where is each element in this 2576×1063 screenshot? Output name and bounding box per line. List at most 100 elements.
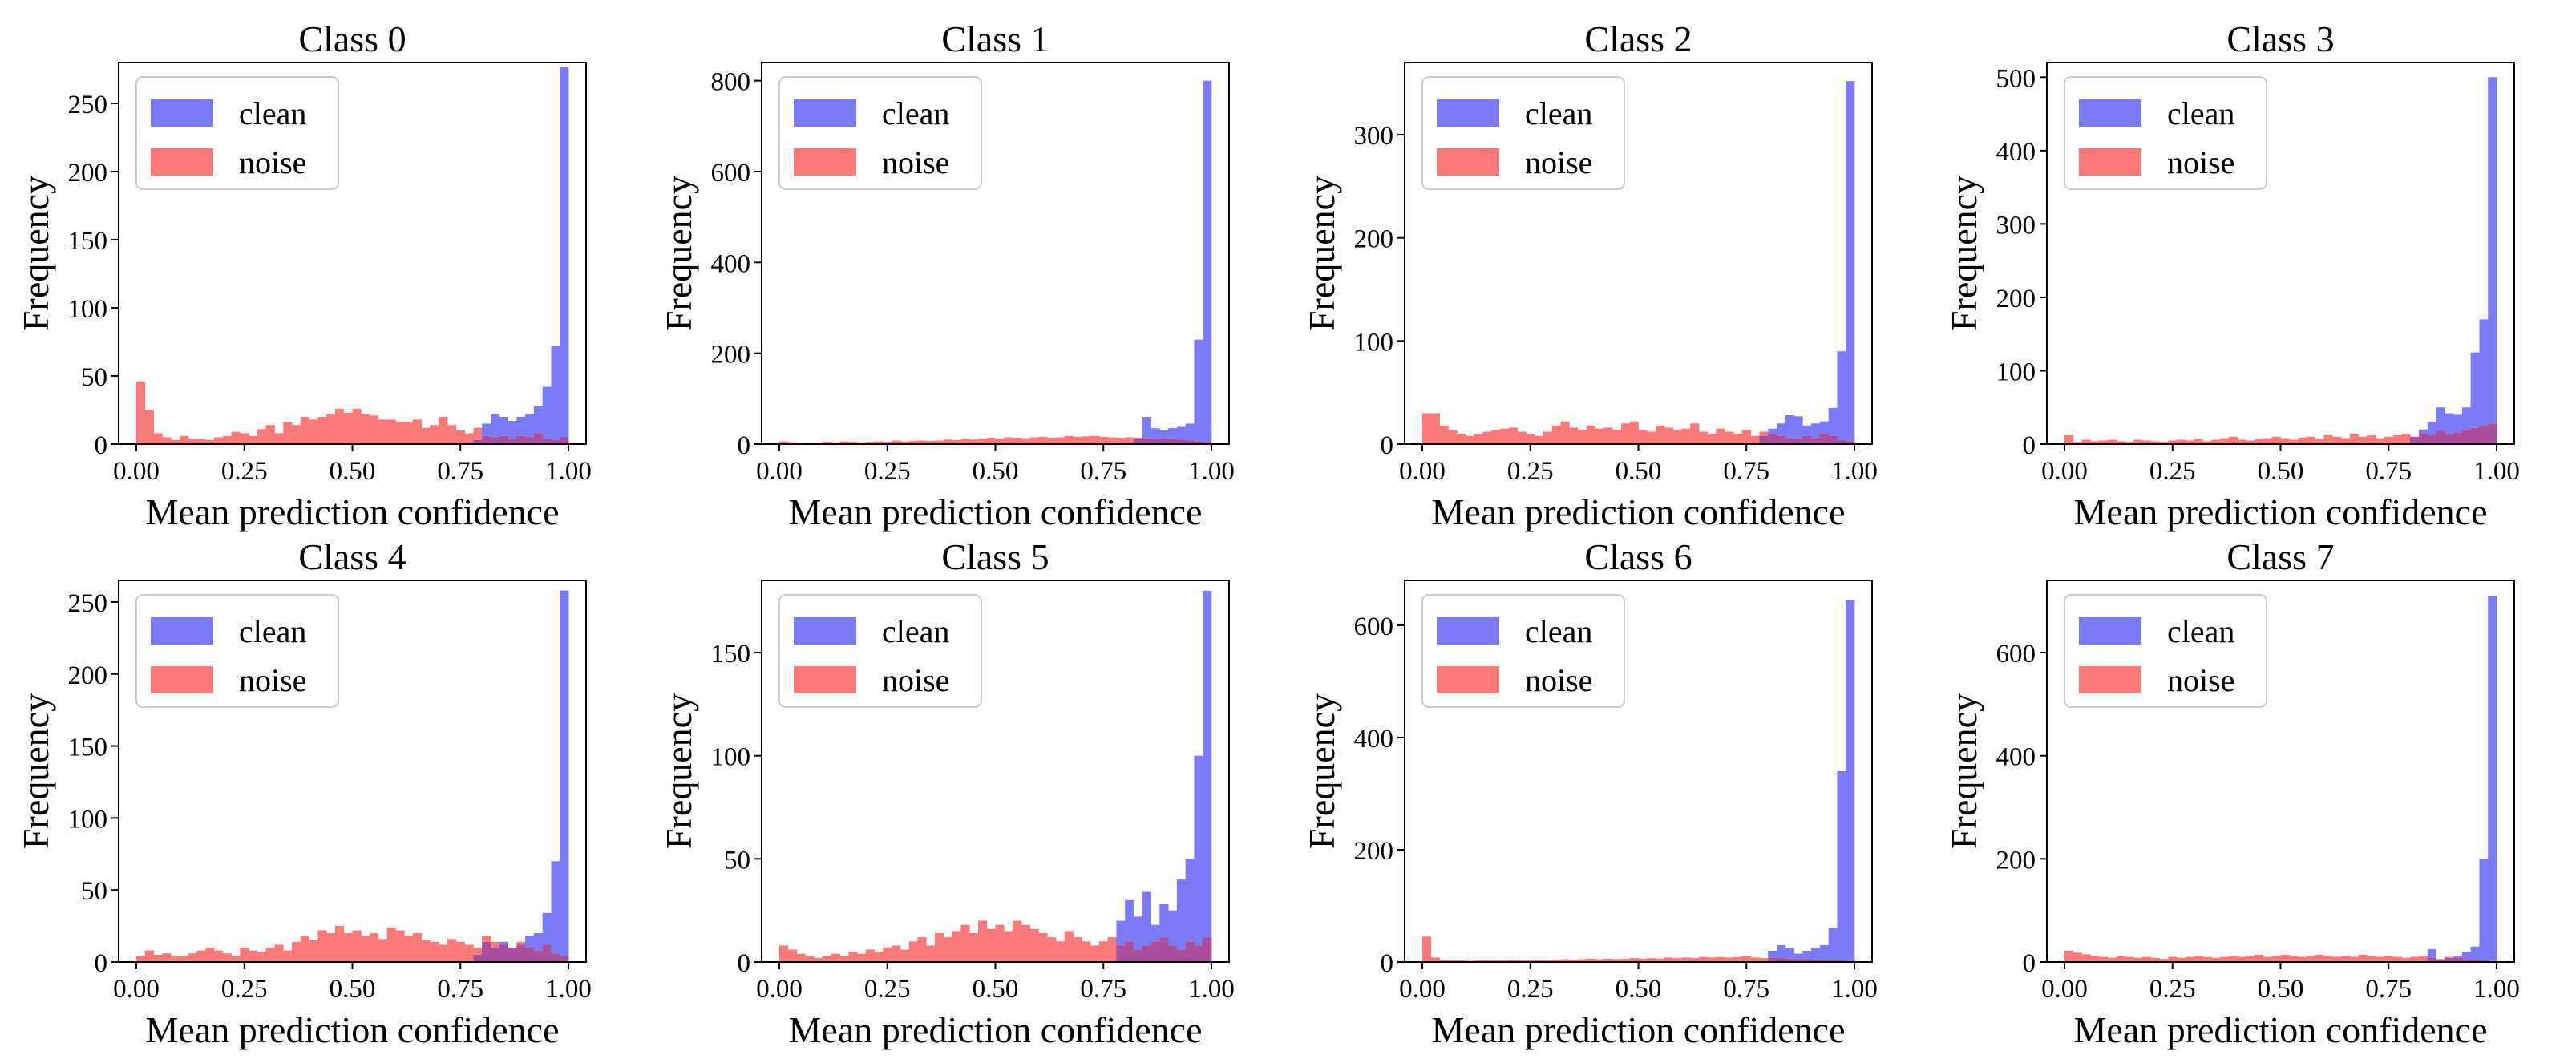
x-tick-label: 0.00 — [113, 975, 160, 1004]
x-tick-label: 0.50 — [973, 457, 1019, 486]
noise-bar — [2194, 439, 2203, 444]
x-tick-label: 0.00 — [756, 975, 803, 1004]
noise-bar — [2436, 959, 2445, 960]
overlap-bar — [2410, 436, 2420, 444]
y-tick-label: 800 — [711, 68, 751, 97]
overlap-bar — [1819, 960, 1830, 962]
legend: clean noise — [778, 594, 982, 708]
noise-bar — [2185, 956, 2195, 962]
chart-panel-class-3: 0.00 0.25 0.50 0.75 1.00 0 100 200 300 400 500 Clas… — [1943, 18, 2520, 532]
legend-noise-swatch — [151, 666, 213, 693]
overlap-bar — [1785, 438, 1794, 444]
chart-title: Class 3 — [2226, 18, 2334, 59]
noise-bar — [2376, 956, 2385, 962]
x-tick-label: 0.25 — [1507, 457, 1554, 486]
noise-bar — [2323, 956, 2333, 962]
overlap-bar — [1159, 937, 1169, 962]
clean-bar — [1785, 948, 1794, 959]
noise-bar — [1082, 436, 1091, 444]
x-axis-label: Mean prediction confidence — [789, 491, 1203, 532]
noise-bar — [1107, 437, 1117, 444]
noise-bar — [464, 944, 474, 962]
overlap-bar — [1802, 435, 1812, 444]
clean-bar — [1802, 951, 1812, 960]
noise-bar — [1629, 958, 1639, 962]
noise-bar — [1526, 960, 1535, 962]
noise-bar — [1560, 959, 1570, 962]
clean-bar — [1203, 80, 1212, 443]
noise-bar — [205, 948, 215, 962]
clean-bar — [1185, 423, 1195, 441]
x-tick-label: 1.00 — [1188, 457, 1235, 486]
noise-bar — [1707, 957, 1717, 962]
legend-noise-swatch — [794, 148, 856, 176]
y-tick-label: 0 — [738, 949, 751, 978]
noise-bar — [2133, 439, 2143, 444]
clean-bar — [1846, 600, 1855, 961]
legend-noise-swatch — [1437, 148, 1499, 176]
noise-bar — [352, 408, 362, 444]
legend-noise-label: noise — [1525, 662, 1592, 698]
overlap-bar — [551, 953, 560, 962]
x-tick-label: 1.00 — [1831, 975, 1878, 1004]
x-tick-label: 0.25 — [864, 975, 911, 1004]
overlap-bar — [2445, 434, 2454, 444]
clean-bar — [1159, 903, 1169, 938]
noise-bar — [2177, 439, 2186, 444]
overlap-bar — [1828, 435, 1838, 444]
overlap-bar — [2427, 435, 2436, 444]
noise-bar — [960, 439, 970, 444]
noise-bar — [240, 948, 249, 962]
overlap-bar — [2470, 960, 2480, 962]
noise-bar — [162, 953, 172, 962]
noise-bar — [171, 956, 180, 962]
noise-bar — [1073, 937, 1082, 962]
noise-bar — [1725, 431, 1734, 444]
clean-bar — [1846, 81, 1855, 442]
x-axis-label: Mean prediction confidence — [789, 1009, 1203, 1050]
y-tick-label: 400 — [1354, 725, 1394, 754]
noise-bar — [196, 950, 206, 962]
clean-bar — [490, 414, 500, 438]
bars-group — [1422, 600, 1855, 962]
noise-bar — [2064, 950, 2074, 962]
x-tick-label: 0.25 — [2149, 975, 2196, 1004]
bars-group — [779, 590, 1212, 962]
noise-bar — [153, 955, 163, 962]
y-tick-label: 200 — [711, 341, 751, 370]
noise-bar — [2211, 439, 2221, 444]
x-tick-label: 0.50 — [1616, 457, 1662, 486]
noise-bar — [1064, 435, 1074, 444]
noise-bar — [231, 956, 241, 962]
noise-bar — [326, 414, 336, 444]
noise-bar — [1672, 429, 1682, 444]
overlap-bar — [1811, 960, 1821, 962]
noise-bar — [430, 425, 439, 444]
y-tick-label: 400 — [711, 249, 751, 278]
noise-bar — [2159, 959, 2169, 962]
noise-bar — [908, 441, 918, 444]
legend-clean-swatch — [794, 99, 856, 127]
noise-bar — [1098, 941, 1109, 962]
noise-bar — [977, 920, 988, 962]
legend-clean-swatch — [2079, 617, 2141, 645]
overlap-bar — [2461, 429, 2472, 444]
x-tick-label: 0.75 — [437, 975, 483, 1004]
overlap-bar — [1837, 439, 1846, 444]
clean-bar — [2418, 429, 2428, 434]
noise-bar — [779, 945, 789, 962]
overlap-bar — [542, 944, 552, 962]
noise-bar — [1098, 436, 1109, 444]
noise-bar — [1047, 438, 1057, 444]
noise-bar — [2081, 954, 2091, 962]
noise-bar — [883, 442, 892, 444]
overlap-bar — [525, 948, 535, 962]
noise-bar — [1535, 435, 1544, 444]
clean-bar — [1185, 859, 1195, 942]
clean-bar — [2427, 422, 2436, 436]
legend-clean-label: clean — [239, 613, 306, 649]
noise-bar — [2340, 956, 2351, 962]
clean-bar — [1785, 414, 1794, 439]
legend-noise-swatch — [1437, 666, 1499, 693]
chart-title: Class 1 — [941, 18, 1049, 59]
